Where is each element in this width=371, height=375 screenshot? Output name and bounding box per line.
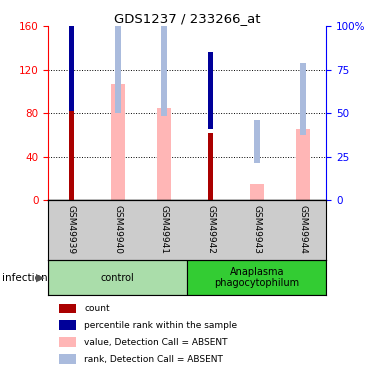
Bar [111, 84, 125, 200]
Text: control: control [101, 273, 135, 282]
Bar [59, 354, 76, 364]
Bar [296, 129, 310, 200]
Text: GSM49941: GSM49941 [160, 205, 169, 254]
Bar [187, 260, 326, 295]
Text: GSM49944: GSM49944 [299, 205, 308, 254]
Bar [69, 15, 74, 111]
Text: rank, Detection Call = ABSENT: rank, Detection Call = ABSENT [85, 355, 223, 364]
Text: ▶: ▶ [36, 273, 45, 282]
Bar [208, 53, 213, 129]
Text: Anaplasma
phagocytophilum: Anaplasma phagocytophilum [214, 267, 299, 288]
Bar [254, 120, 260, 163]
Text: percentile rank within the sample: percentile rank within the sample [85, 321, 237, 330]
Title: GDS1237 / 233266_at: GDS1237 / 233266_at [114, 12, 260, 25]
Text: GSM49939: GSM49939 [67, 205, 76, 254]
Bar [59, 303, 76, 313]
Bar [161, 26, 167, 117]
Bar [250, 184, 264, 200]
Bar [48, 260, 187, 295]
Text: GSM49942: GSM49942 [206, 205, 215, 254]
Text: GSM49943: GSM49943 [252, 205, 262, 254]
Bar [300, 63, 306, 135]
Text: GSM49940: GSM49940 [113, 205, 122, 254]
Bar [208, 133, 213, 200]
Bar [157, 108, 171, 200]
Bar [115, 20, 121, 113]
Text: count: count [85, 304, 110, 313]
Text: infection: infection [2, 273, 47, 282]
Text: value, Detection Call = ABSENT: value, Detection Call = ABSENT [85, 338, 228, 347]
Bar [59, 337, 76, 347]
Bar [59, 320, 76, 330]
Bar [69, 70, 74, 200]
